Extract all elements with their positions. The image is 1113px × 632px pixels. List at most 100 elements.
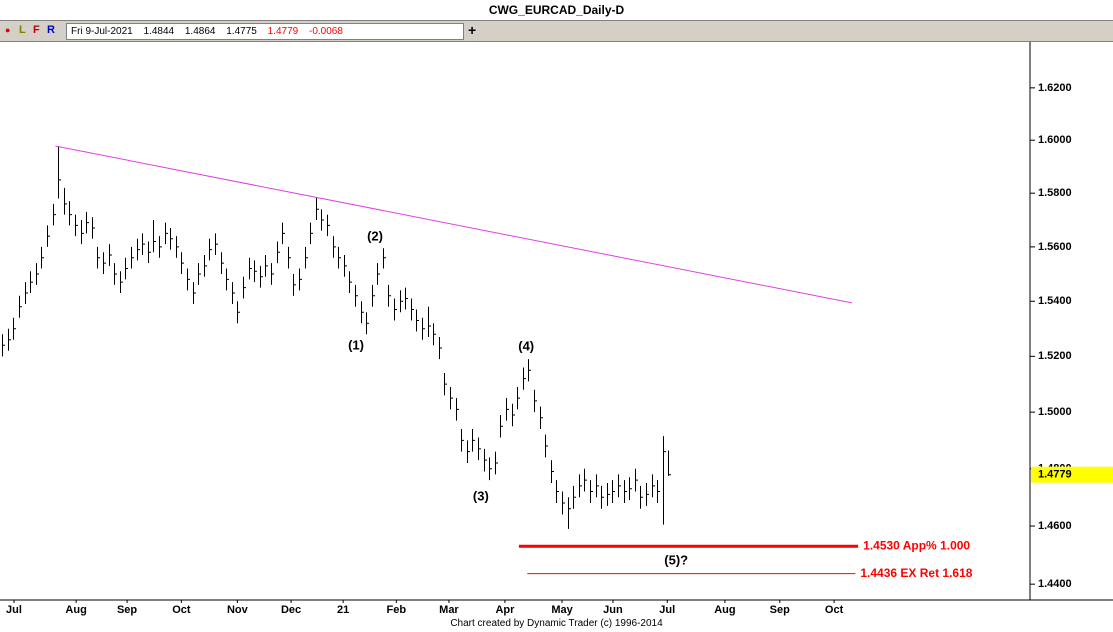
- ohlc-bar: [41, 246, 44, 269]
- ohlc-bar: [562, 491, 565, 515]
- ohlc-bar: [573, 485, 576, 509]
- x-tick-label: Jun: [603, 604, 623, 616]
- ohlc-bar: [652, 474, 655, 498]
- x-tick-label: Sep: [770, 604, 790, 616]
- wave-label: (5)?: [664, 553, 688, 568]
- ohlc-bar: [668, 450, 671, 476]
- ohlc-bar: [159, 236, 162, 258]
- ohlc-bar: [187, 268, 190, 291]
- ohlc-bar: [209, 238, 212, 261]
- ohlc-bar: [444, 373, 447, 396]
- toolbar-button[interactable]: R: [47, 24, 55, 36]
- y-tick-label: 1.5800: [1038, 187, 1072, 199]
- ohlc-bar: [237, 301, 240, 324]
- ohlc-bar: [277, 241, 280, 264]
- ohlc-bar: [193, 282, 196, 304]
- ohlc-bar: [19, 295, 22, 318]
- ohlc-bar: [232, 282, 235, 304]
- quote-box: Fri 9-Jul-2021 1.4844 1.4864 1.4775 1.47…: [66, 23, 464, 40]
- y-tick-label: 1.6200: [1038, 82, 1072, 94]
- y-tick-label: 1.4400: [1038, 578, 1072, 590]
- ohlc-bar: [484, 448, 487, 472]
- toolbar-button[interactable]: ●: [5, 25, 11, 35]
- ohlc-bar: [372, 284, 375, 307]
- ohlc-bar: [260, 265, 263, 288]
- ohlc-bar: [165, 222, 168, 245]
- x-tick-label: Oct: [825, 604, 844, 616]
- ohlc-bar: [81, 219, 84, 245]
- ohlc-bar: [153, 219, 156, 253]
- wave-label: (3): [473, 489, 489, 504]
- ohlc-bar: [394, 298, 397, 321]
- ohlc-bar: [646, 482, 649, 506]
- ohlc-bar: [461, 429, 464, 452]
- quote-high: 1.4864: [184, 26, 216, 37]
- ohlc-bar: [30, 271, 33, 294]
- window-title: CWG_EURCAD_Daily-D: [0, 0, 1113, 21]
- y-tick-label: 1.5000: [1038, 406, 1072, 418]
- ohlc-bar: [170, 228, 173, 250]
- quote-change: -0.0068: [308, 26, 343, 37]
- ohlc-bar: [366, 312, 369, 335]
- ohlc-bar: [640, 485, 643, 509]
- ohlc-bar: [299, 268, 302, 291]
- toolbar-button[interactable]: F: [33, 24, 40, 36]
- ohlc-bar: [321, 209, 324, 231]
- ohlc-bar: [534, 389, 537, 413]
- y-tick-label: 1.4600: [1038, 520, 1072, 532]
- ohlc-bar: [495, 451, 498, 475]
- ohlc-bar: [226, 268, 229, 291]
- x-tick-label: Feb: [387, 604, 407, 616]
- ohlc-bar: [142, 233, 145, 255]
- x-tick-label: Jul: [659, 604, 675, 616]
- x-tick-label: Mar: [439, 604, 459, 616]
- ohlc-bar: [355, 284, 358, 307]
- y-tick-label: 1.5200: [1038, 350, 1072, 362]
- ohlc-bar: [58, 145, 61, 199]
- x-tick-label: Dec: [281, 604, 301, 616]
- ohlc-bar: [176, 236, 179, 258]
- ohlc-bar: [596, 474, 599, 498]
- ohlc-bar: [428, 306, 431, 337]
- ohlc-bar: [271, 263, 274, 285]
- ohlc-bar: [69, 201, 72, 226]
- ohlc-bar: [109, 244, 112, 266]
- ohlc-bar: [344, 254, 347, 277]
- ohlc-bar: [629, 477, 632, 501]
- x-tick-label: Nov: [227, 604, 249, 616]
- toolbar-button[interactable]: L: [19, 24, 26, 36]
- ohlc-bar: [579, 474, 582, 498]
- ohlc-bar: [47, 225, 50, 247]
- ohlc-bar: [618, 474, 621, 498]
- ohlc-bar: [528, 359, 531, 382]
- ohlc-bar: [411, 298, 414, 321]
- ohlc-bar: [416, 309, 419, 332]
- ohlc-bar: [657, 480, 660, 504]
- ohlc-bar: [584, 468, 587, 492]
- ohlc-bar: [422, 317, 425, 340]
- ohlc-bar: [405, 287, 408, 310]
- ohlc-bar: [635, 468, 638, 492]
- ohlc-bar: [545, 434, 548, 458]
- wave-label: (2): [367, 228, 383, 243]
- ohlc-bar: [288, 246, 291, 269]
- ohlc-bar: [377, 263, 380, 285]
- ohlc-bar: [551, 460, 554, 483]
- toolbar: ● L F R Fri 9-Jul-2021 1.4844 1.4864 1.4…: [0, 21, 1113, 42]
- ohlc-bar: [25, 282, 28, 304]
- ohlc-bar: [388, 284, 391, 307]
- ohlc-bar: [338, 246, 341, 269]
- x-tick-label: May: [551, 604, 573, 616]
- trendline: [55, 145, 853, 304]
- ohlc-bar: [607, 482, 610, 506]
- ohlc-bar: [8, 328, 11, 351]
- add-button[interactable]: +: [468, 22, 477, 38]
- ohlc-bar: [243, 276, 246, 299]
- ohlc-bar: [500, 414, 503, 438]
- level-label: 1.4530 App% 1.000: [863, 538, 970, 552]
- ohlc-bar: [478, 437, 481, 461]
- ohlc-bar: [349, 271, 352, 294]
- x-tick-label: Sep: [117, 604, 137, 616]
- ohlc-bar: [601, 485, 604, 509]
